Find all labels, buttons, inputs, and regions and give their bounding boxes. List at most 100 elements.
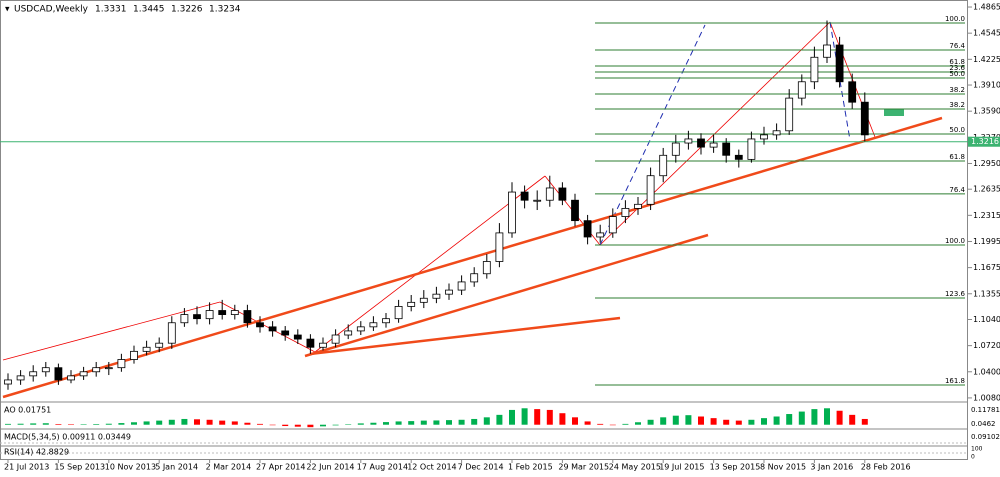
y-tick-label: 1.3590 [973,107,1000,116]
ao-bar [710,418,717,425]
candle-body [848,81,857,103]
x-tick-label: 2 Mar 2014 [206,463,252,472]
candle-body [621,207,630,217]
ao-bar [496,414,503,425]
candle-body [659,154,668,177]
ao-bar [105,423,112,425]
ao-bar [849,414,856,425]
ao-bar [68,424,74,425]
candle-body [495,232,504,262]
y-tick-label: 1.0080 [973,393,1000,402]
ao-bar [320,424,326,427]
x-tick-label: 1 Feb 2015 [508,463,553,472]
rsi-label: RSI(14) 42.8829 [4,448,69,457]
x-tick-label: 24 May 2015 [609,463,661,472]
y-tick-label: 1.0720 [973,341,1000,350]
ao-bar [219,420,226,425]
fibo-label: 123.6 [945,290,966,298]
zigzag [314,175,546,353]
y-tick-label: 1.2315 [973,211,1000,220]
y-tick-label: 1.3910 [973,81,1000,90]
trend-line [309,316,621,356]
candle-body [722,142,731,156]
ao-bar [483,417,490,425]
fibo-label: 100.0 [945,15,965,23]
symbol: USDCAD,Weekly [14,5,89,15]
ao-bar [30,423,37,425]
candle-body [92,367,101,373]
candle-body [306,338,315,348]
ao-bar [723,419,730,425]
candle-body [167,322,176,344]
ao-bar [622,423,629,425]
ao-bar [647,419,654,425]
candle-body [860,101,869,136]
candle-body [823,44,831,58]
candle-body [596,232,605,238]
candle-body [634,203,642,209]
fibo-label: 38.2 [949,86,965,94]
y-tick-label: 1.1040 [973,315,1000,324]
ao-bar [735,420,742,425]
ao-bar [572,417,578,425]
x-tick-label: 3 Jan 2016 [810,463,853,472]
candle-body [457,281,466,291]
ao-bar [370,422,377,425]
ao-bar [420,420,427,425]
dashed-line [599,24,706,246]
ao-bar [244,422,251,425]
ao-bar [231,421,238,425]
ao-bar [509,409,515,425]
candle-body [369,322,378,328]
ao-bar [181,418,188,425]
ao-bar [446,420,452,425]
ao-bar [786,414,793,425]
candle-body [558,187,567,201]
fibo-label: 100.0 [945,237,965,245]
dropdown-icon: ▾ [5,5,10,15]
fibo-label: 76.4 [949,186,965,194]
candle-body [29,371,38,377]
candle-body [810,56,819,83]
candle-body [130,350,138,360]
candle-body [470,273,479,283]
ao-bar [698,416,704,425]
ao-bar [458,419,465,425]
candle-body [142,346,151,352]
candle-body [571,199,579,222]
ao-bar [194,419,200,425]
fibo-label: 76.4 [949,42,965,50]
candle-body [293,334,302,340]
ao-bar [383,422,389,425]
ao-bar [143,421,150,425]
ao-bar [269,424,276,426]
candle-body [117,359,126,369]
header-value: 1.3234 [209,5,241,15]
x-tick-label: 5 Jan 2014 [155,463,198,472]
ao-bar [685,415,692,425]
ao-bar [635,422,641,425]
ao-bar [307,424,314,428]
candle-body [747,138,756,160]
x-tick-label: 8 Nov 2015 [760,463,806,472]
fibo-label: 161.8 [945,377,965,385]
x-tick-label: 27 Apr 2014 [256,463,305,472]
candle-body [218,310,227,315]
y-tick-label: 1.0400 [973,367,1000,376]
x-tick-label: 15 Sep 2013 [54,463,105,472]
candle-body [331,334,340,344]
y-tick-label: 1.4865 [973,3,1000,12]
candle-body [445,289,453,295]
y-tick-label: 1.4225 [973,55,1000,64]
ao-bar [156,420,163,425]
ao-bar [672,415,679,425]
fibo-label: 50.0 [949,126,965,134]
candle-body [760,134,768,140]
candle-body [344,330,353,336]
ao-bar [357,423,364,425]
candle-body [608,216,617,234]
header-value: 1.3331 [95,5,127,15]
fibo-label: 23.6 [949,64,965,72]
rsi-axis-label: 0 [971,454,975,461]
